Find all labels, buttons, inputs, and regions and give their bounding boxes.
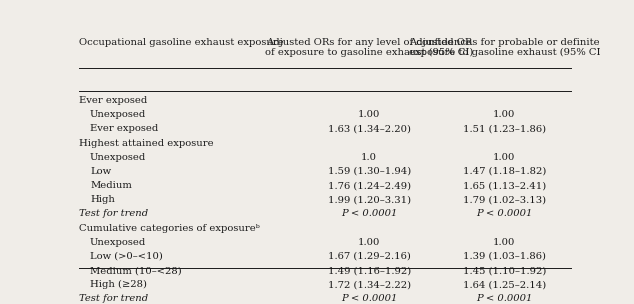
Text: P < 0.0001: P < 0.0001	[476, 209, 533, 219]
Text: High (≥28): High (≥28)	[90, 280, 147, 289]
Text: Test for trend: Test for trend	[79, 209, 148, 219]
Text: 1.49 (1.16–1.92): 1.49 (1.16–1.92)	[328, 266, 411, 275]
Text: Adjusted ORs for any level of confidence
of exposure to gasoline exhaust (95% CI: Adjusted ORs for any level of confidence…	[265, 38, 474, 57]
Text: 1.72 (1.34–2.22): 1.72 (1.34–2.22)	[328, 280, 411, 289]
Text: 1.39 (1.03–1.86): 1.39 (1.03–1.86)	[463, 252, 546, 261]
Text: High: High	[90, 195, 115, 204]
Text: Unexposed: Unexposed	[90, 238, 146, 247]
Text: Cumulative categories of exposureᵇ: Cumulative categories of exposureᵇ	[79, 224, 260, 233]
Text: 1.59 (1.30–1.94): 1.59 (1.30–1.94)	[328, 167, 411, 176]
Text: P < 0.0001: P < 0.0001	[476, 295, 533, 303]
Text: 1.63 (1.34–2.20): 1.63 (1.34–2.20)	[328, 125, 411, 133]
Text: 1.65 (1.13–2.41): 1.65 (1.13–2.41)	[463, 181, 546, 190]
Text: Medium: Medium	[90, 181, 132, 190]
Text: Unexposed: Unexposed	[90, 110, 146, 119]
Text: 1.00: 1.00	[493, 110, 515, 119]
Text: Occupational gasoline exhaust exposure: Occupational gasoline exhaust exposure	[79, 38, 284, 47]
Text: 1.79 (1.02–3.13): 1.79 (1.02–3.13)	[463, 195, 546, 204]
Text: 1.00: 1.00	[358, 238, 380, 247]
Text: 1.00: 1.00	[493, 238, 515, 247]
Text: 1.0: 1.0	[361, 153, 377, 162]
Text: 1.67 (1.29–2.16): 1.67 (1.29–2.16)	[328, 252, 411, 261]
Text: Ever exposed: Ever exposed	[79, 96, 148, 105]
Text: 1.76 (1.24–2.49): 1.76 (1.24–2.49)	[328, 181, 411, 190]
Text: 1.00: 1.00	[493, 153, 515, 162]
Text: 1.51 (1.23–1.86): 1.51 (1.23–1.86)	[463, 125, 546, 133]
Text: Ever exposed: Ever exposed	[90, 125, 158, 133]
Text: 1.00: 1.00	[358, 110, 380, 119]
Text: P < 0.0001: P < 0.0001	[341, 295, 398, 303]
Text: 1.47 (1.18–1.82): 1.47 (1.18–1.82)	[463, 167, 546, 176]
Text: Low: Low	[90, 167, 111, 176]
Text: Highest attained exposure: Highest attained exposure	[79, 139, 214, 148]
Text: 1.99 (1.20–3.31): 1.99 (1.20–3.31)	[328, 195, 411, 204]
Text: Medium (10–<28): Medium (10–<28)	[90, 266, 182, 275]
Text: Unexposed: Unexposed	[90, 153, 146, 162]
Text: Adjusted ORs for probable or definite
exposure to gasoline exhaust (95% CI: Adjusted ORs for probable or definite ex…	[408, 38, 600, 57]
Text: 1.64 (1.25–2.14): 1.64 (1.25–2.14)	[463, 280, 546, 289]
Text: 1.45 (1.10–1.92): 1.45 (1.10–1.92)	[463, 266, 546, 275]
Text: Test for trend: Test for trend	[79, 295, 148, 303]
Text: Low (>0–<10): Low (>0–<10)	[90, 252, 163, 261]
Text: P < 0.0001: P < 0.0001	[341, 209, 398, 219]
